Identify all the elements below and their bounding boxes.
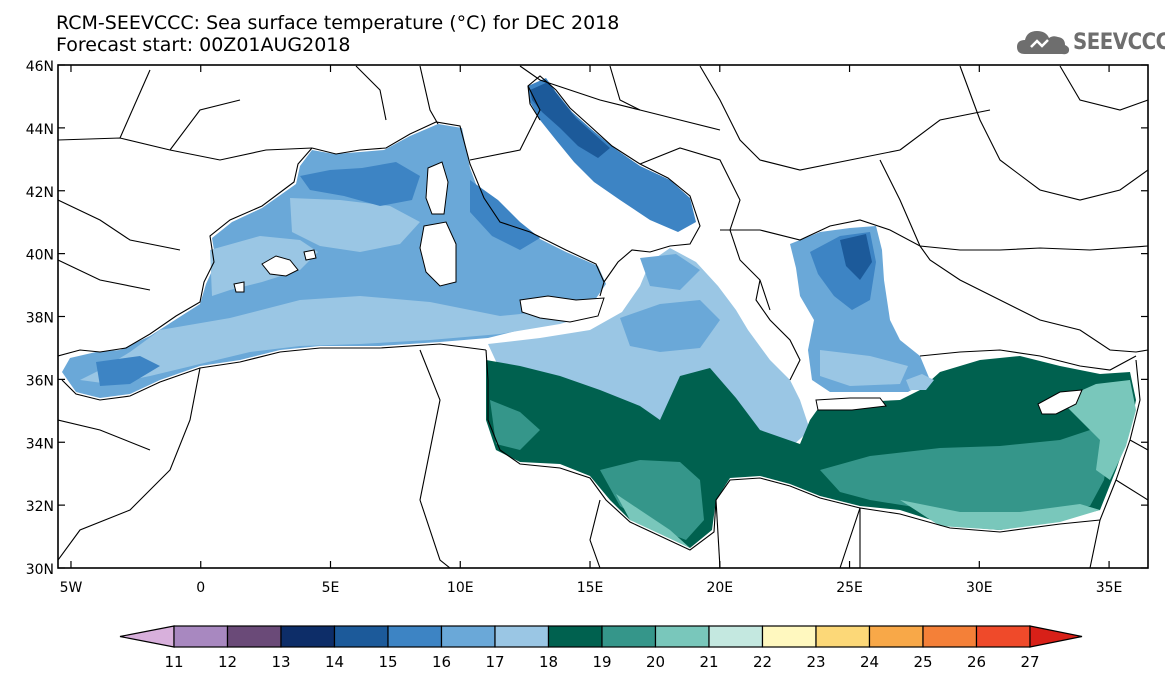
latitude-axis: 46N 44N 42N 40N 38N 36N 34N 32N 30N <box>26 59 1148 578</box>
cloud-icon <box>1017 31 1070 55</box>
colorbar-segment <box>975 625 1031 648</box>
colorbar-label: 27 <box>1020 653 1039 671</box>
lat-label: 32N <box>26 499 54 515</box>
lat-label: 36N <box>26 373 54 389</box>
lon-label: 10E <box>447 580 474 596</box>
seevccc-logo: SEEVCCC <box>1015 26 1165 58</box>
lat-label: 38N <box>26 311 54 327</box>
colorbar-min-arrow <box>119 625 175 648</box>
lat-label: 34N <box>26 436 54 452</box>
colorbar-label: 26 <box>967 653 986 671</box>
colorbar-segment <box>226 625 282 648</box>
lat-label: 44N <box>26 122 54 138</box>
logo-text: SEEVCCC <box>1073 30 1165 55</box>
lat-label: 40N <box>26 248 54 264</box>
colorbar-segment <box>173 625 229 648</box>
colorbar-label: 19 <box>592 653 611 671</box>
sea-adriatic <box>528 78 696 232</box>
lat-label: 46N <box>26 59 54 75</box>
temperature-colorbar: 11 12 13 14 15 16 17 18 19 20 21 22 23 24 25 26 27 <box>119 625 1083 671</box>
lon-label: 15E <box>577 580 604 596</box>
lon-label: 5E <box>322 580 340 596</box>
colorbar-segment <box>333 625 389 648</box>
lon-label: 5W <box>60 580 83 596</box>
colorbar-label: 18 <box>539 653 558 671</box>
colorbar-segment <box>440 625 496 648</box>
forecast-start-label: Forecast start: 00Z01AUG2018 <box>56 34 351 56</box>
colorbar-segment <box>601 625 657 648</box>
colorbar-label: 14 <box>325 653 344 671</box>
sea-aegean <box>790 226 930 392</box>
colorbar-segment <box>654 625 710 648</box>
colorbar-segment <box>761 625 817 648</box>
lon-label: 0 <box>196 580 205 596</box>
colorbar-label: 12 <box>218 653 237 671</box>
lon-label: 30E <box>966 580 993 596</box>
colorbar-label: 22 <box>753 653 772 671</box>
colorbar-label: 24 <box>860 653 879 671</box>
lon-label: 35E <box>1096 580 1123 596</box>
colorbar-segment <box>547 625 603 648</box>
colorbar-segment <box>280 625 336 648</box>
lon-label: 20E <box>706 580 733 596</box>
colorbar-segment <box>815 625 871 648</box>
colorbar-label: 15 <box>378 653 397 671</box>
colorbar-label: 20 <box>646 653 665 671</box>
colorbar-label: 11 <box>164 653 183 671</box>
colorbar-segment <box>494 625 550 648</box>
colorbar-segment <box>922 625 978 648</box>
colorbar-label: 13 <box>271 653 290 671</box>
colorbar-label: 25 <box>913 653 932 671</box>
colorbar-segment <box>387 625 443 648</box>
island-sicily <box>519 295 605 323</box>
colorbar-label: 16 <box>432 653 451 671</box>
colorbar-segment <box>708 625 764 648</box>
lat-label: 42N <box>26 185 54 201</box>
sea-west-med <box>62 124 606 398</box>
colorbar-label: 21 <box>699 653 718 671</box>
colorbar-label: 23 <box>806 653 825 671</box>
lat-label: 30N <box>26 562 54 578</box>
country-borders <box>58 65 1148 568</box>
colorbar-max-arrow <box>1029 625 1083 648</box>
longitude-axis: 5W 0 5E 10E 15E 20E 25E 30E 35E <box>60 65 1123 596</box>
lon-label: 25E <box>836 580 863 596</box>
sea-south-central <box>486 356 1136 548</box>
colorbar-label: 17 <box>485 653 504 671</box>
map-title: RCM-SEEVCCC: Sea surface temperature (°C… <box>56 12 620 34</box>
colorbar-segment <box>868 625 924 648</box>
